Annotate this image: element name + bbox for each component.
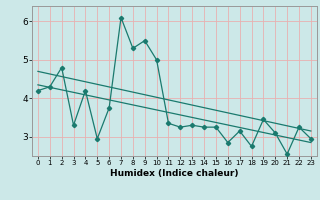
X-axis label: Humidex (Indice chaleur): Humidex (Indice chaleur) xyxy=(110,169,239,178)
